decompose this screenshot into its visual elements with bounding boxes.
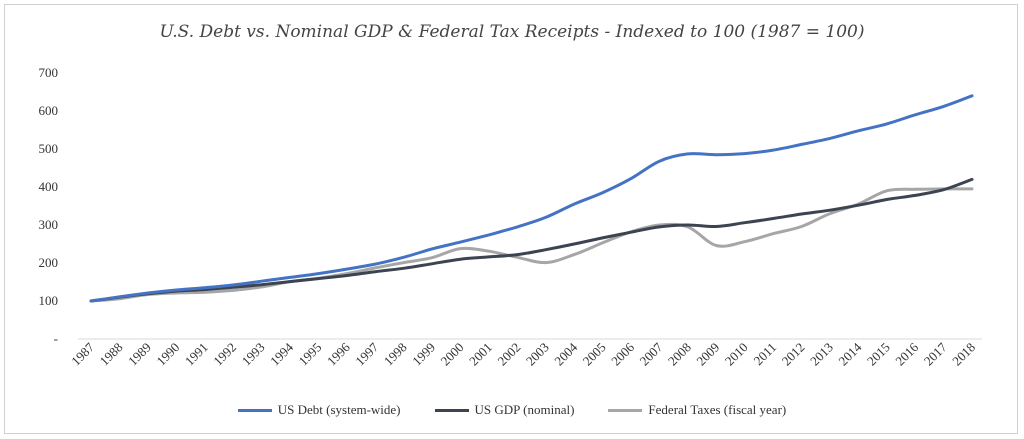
- x-tick-label: 1995: [295, 340, 324, 369]
- y-tick-label: 400: [39, 179, 59, 194]
- x-tick-label: 2010: [722, 340, 751, 369]
- legend: US Debt (system-wide) US GDP (nominal) F…: [0, 402, 1024, 418]
- x-tick-label: 2008: [665, 340, 694, 369]
- y-tick-label: 700: [39, 65, 59, 80]
- legend-label-us-debt: US Debt (system-wide): [277, 402, 401, 417]
- x-tick-label: 2009: [693, 340, 722, 369]
- x-tick-label: 1997: [352, 339, 381, 368]
- x-tick-label: 1989: [125, 340, 154, 369]
- x-tick-label: 1993: [239, 340, 268, 369]
- x-tick-label: 1994: [267, 339, 296, 368]
- chart-frame: [4, 4, 1018, 434]
- series-lines: [89, 94, 974, 303]
- y-tick-label: 200: [39, 255, 59, 270]
- x-tick-label: 2000: [438, 340, 467, 369]
- legend-item-us-debt: US Debt (system-wide): [237, 402, 401, 418]
- x-tick-label: 2012: [779, 340, 808, 369]
- x-tick-label: 1999: [409, 340, 438, 369]
- x-tick-label: 2018: [949, 340, 978, 369]
- y-tick-label: 100: [39, 293, 59, 308]
- y-axis-ticks: - 100 200 300 400 500 600 700: [39, 65, 59, 346]
- legend-swatch-federal-taxes: [608, 408, 643, 412]
- x-tick-label: 2004: [551, 339, 580, 368]
- legend-label-us-gdp: US GDP (nominal): [474, 402, 575, 417]
- legend-label-federal-taxes: Federal Taxes (fiscal year): [648, 402, 787, 417]
- series-line-federal-taxes: [89, 187, 974, 303]
- y-tick-label: 600: [39, 103, 59, 118]
- x-tick-label: 2007: [637, 339, 666, 368]
- legend-item-us-gdp: US GDP (nominal): [434, 402, 575, 418]
- x-tick-label: 2002: [494, 340, 523, 369]
- x-tick-label: 1987: [68, 339, 97, 368]
- x-tick-label: 2005: [580, 340, 609, 369]
- x-tick-label: 2001: [466, 340, 495, 369]
- x-tick-label: 2016: [892, 339, 921, 368]
- x-axis-ticks: 1987 1988 1989 1990 1991 1992 1993 1994 1995 1996…: [68, 339, 978, 368]
- x-tick-label: 2015: [864, 340, 893, 369]
- legend-swatch-us-debt: [237, 408, 272, 412]
- x-tick-label: 1990: [153, 340, 182, 369]
- legend-swatch-us-gdp: [434, 408, 469, 412]
- x-tick-label: 2006: [608, 339, 637, 368]
- series-line-us-debt: [89, 94, 974, 303]
- y-tick-label: 300: [39, 217, 59, 232]
- x-tick-label: 1991: [182, 340, 211, 369]
- x-tick-label: 1998: [381, 340, 410, 369]
- chart-title: U.S. Debt vs. Nominal GDP & Federal Tax …: [159, 22, 865, 42]
- x-tick-label: 2003: [523, 340, 552, 369]
- legend-item-federal-taxes: Federal Taxes (fiscal year): [608, 402, 786, 418]
- x-tick-label: 2017: [921, 339, 950, 368]
- x-tick-label: 2013: [807, 340, 836, 369]
- x-tick-label: 1992: [210, 340, 239, 369]
- x-tick-label: 2011: [751, 340, 780, 369]
- x-tick-label: 1996: [324, 339, 353, 368]
- series-line-us-gdp: [89, 177, 974, 303]
- x-tick-label: 1988: [97, 340, 126, 369]
- y-tick-label: 500: [39, 141, 59, 156]
- x-tick-label: 2014: [835, 339, 864, 368]
- y-tick-label: -: [54, 331, 58, 346]
